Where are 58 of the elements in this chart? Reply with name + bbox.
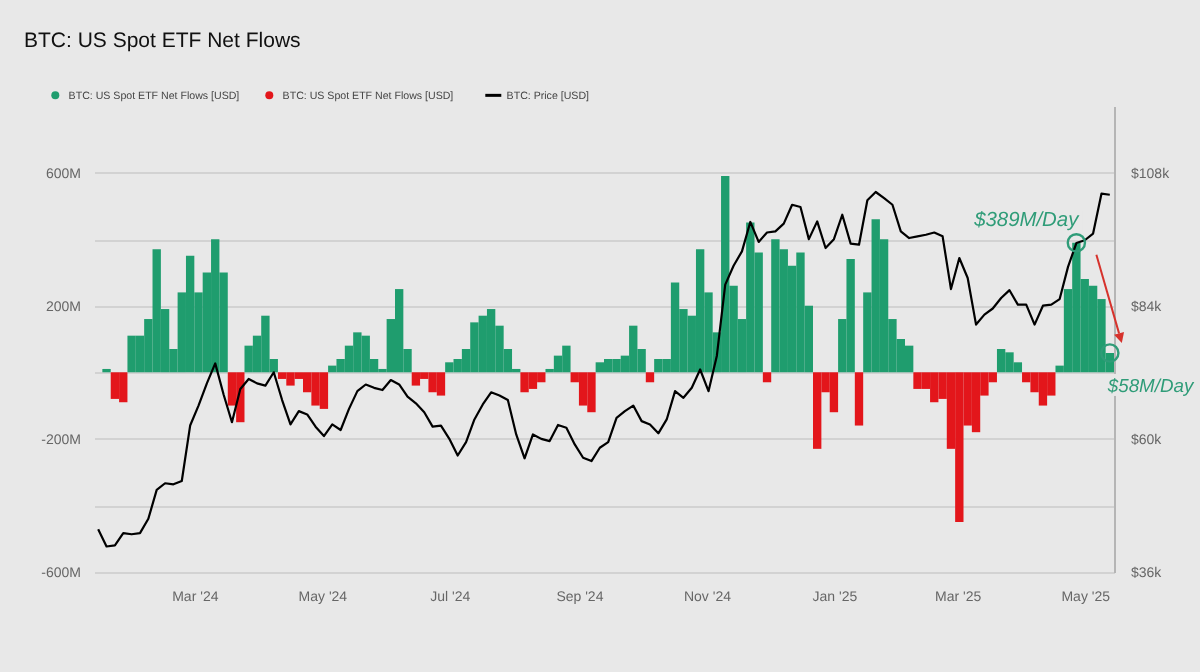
annotation: $389M/Day <box>972 210 1081 233</box>
bar <box>110 372 120 399</box>
bar <box>604 358 613 373</box>
bar <box>871 219 880 373</box>
bar <box>562 345 571 373</box>
bar <box>1038 372 1048 406</box>
bar <box>261 315 270 373</box>
bar <box>971 372 981 433</box>
bar <box>695 249 705 373</box>
bar <box>654 358 663 373</box>
bar <box>829 372 839 413</box>
bar <box>1088 285 1098 373</box>
bar <box>361 335 370 373</box>
bar <box>771 239 780 373</box>
bar <box>277 372 287 379</box>
bar <box>813 372 822 449</box>
bar <box>537 372 546 383</box>
bar <box>528 372 538 389</box>
bar <box>486 309 496 373</box>
bar <box>913 372 922 389</box>
bar <box>629 325 638 373</box>
bar <box>311 372 320 406</box>
bar <box>796 252 805 373</box>
bar <box>578 372 588 406</box>
line-series <box>97 190 1111 548</box>
bar <box>846 259 855 373</box>
bar <box>1005 352 1014 373</box>
bar <box>428 372 437 393</box>
bar <box>411 372 421 386</box>
bar <box>645 372 655 383</box>
bar <box>930 372 939 403</box>
annotation: $58M/Day <box>1105 373 1196 396</box>
bar <box>353 332 362 373</box>
bar <box>904 345 914 373</box>
bar <box>152 249 161 373</box>
bar <box>394 289 404 373</box>
bar <box>854 372 864 426</box>
bar <box>211 239 220 373</box>
bar <box>612 358 621 373</box>
bar <box>587 372 596 413</box>
bar <box>520 372 529 393</box>
bar <box>1072 242 1081 373</box>
bar <box>670 282 680 373</box>
bar <box>185 255 195 373</box>
bar <box>955 372 964 523</box>
bar <box>119 372 128 403</box>
bar <box>445 362 454 373</box>
bar <box>746 222 755 373</box>
bar <box>127 335 136 373</box>
bar <box>436 372 446 396</box>
chart-title: BTC: US Spot ETF Net Flows <box>24 29 301 53</box>
bar <box>319 372 329 409</box>
bar <box>478 315 487 373</box>
bar <box>595 362 604 373</box>
bar <box>470 322 479 373</box>
bar <box>996 348 1006 373</box>
bar <box>286 372 295 386</box>
bar <box>762 372 772 383</box>
